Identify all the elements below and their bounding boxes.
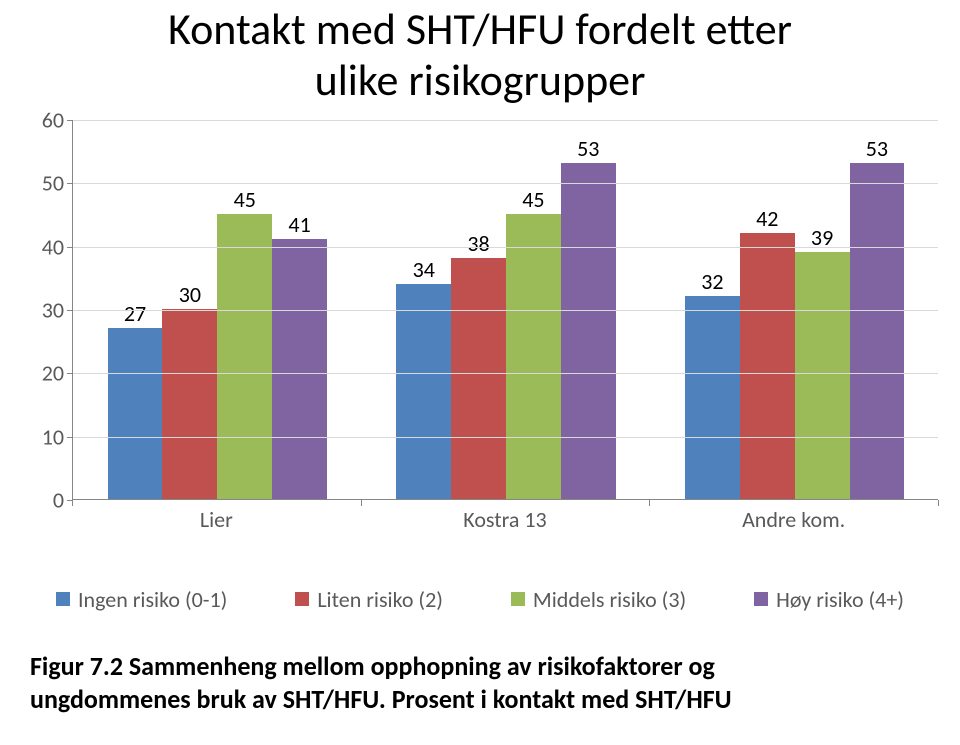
bar-value-label: 53 [561,135,616,162]
bar-value-label: 32 [685,268,740,295]
y-tick-label: 0 [53,487,64,514]
bar-value-label: 45 [506,186,561,213]
legend-label: Høy risiko (4+) [776,586,904,613]
title-line-1: Kontakt med SHT/HFU fordelt etter [168,2,792,56]
x-category-label: Lier [72,506,361,533]
y-tick-label: 50 [42,170,64,197]
bar: 53 [561,163,616,499]
legend-swatch [754,592,768,606]
bar: 38 [451,258,506,499]
page: Kontakt med SHT/HFU fordelt etter ulike … [0,0,960,745]
bar-value-label: 30 [162,281,217,308]
bar: 41 [272,239,327,499]
y-tick-label: 30 [42,297,64,324]
legend-item: Ingen risiko (0-1) [56,586,227,613]
bar-value-label: 53 [850,135,905,162]
bar: 32 [685,296,740,499]
legend-swatch [511,592,525,606]
bar-value-label: 42 [740,205,795,232]
caption-rest: ungdommenes bruk av SHT/HFU. Prosent i k… [30,683,732,715]
legend-swatch [295,592,309,606]
legend-label: Liten risiko (2) [317,586,443,613]
y-tick-label: 40 [42,233,64,260]
caption-bold: Figur 7.2 Sammenheng mellom opphopning a… [30,650,715,682]
bar-value-label: 27 [108,300,163,327]
y-tick-label: 60 [42,107,64,134]
legend-label: Ingen risiko (0-1) [78,586,227,613]
gridline [73,373,938,374]
gridline [73,183,938,184]
bar: 53 [850,163,905,499]
legend-swatch [56,592,70,606]
bar: 45 [217,214,272,499]
gridline [73,120,938,121]
gridline [73,437,938,438]
y-axis: 0102030405060 [22,120,72,500]
bar-value-label: 41 [272,211,327,238]
bar-value-label: 45 [217,186,272,213]
gridline [73,247,938,248]
bar: 45 [506,214,561,499]
legend-label: Middels risiko (3) [533,586,686,613]
y-tick-label: 10 [42,423,64,450]
x-axis: LierKostra 13Andre kom. [72,502,938,540]
chart-title: Kontakt med SHT/HFU fordelt etter ulike … [0,0,960,105]
legend-item: Liten risiko (2) [295,586,443,613]
bar-value-label: 38 [451,230,506,257]
legend: Ingen risiko (0-1) Liten risiko (2) Middel… [22,564,938,634]
bar-value-label: 34 [396,256,451,283]
bar: 42 [740,233,795,499]
x-category-label: Kostra 13 [361,506,650,533]
y-tick-label: 20 [42,360,64,387]
figure-caption: Figur 7.2 Sammenheng mellom opphopning a… [30,650,930,715]
bar: 30 [162,309,217,499]
bar: 34 [396,284,451,499]
legend-item: Høy risiko (4+) [754,586,904,613]
title-line-2: ulike risikogrupper [315,53,646,107]
gridline [73,310,938,311]
x-category-label: Andre kom. [649,506,938,533]
plot-area: 273045413438455332423953 [72,120,938,500]
bar: 27 [108,328,163,499]
legend-item: Middels risiko (3) [511,586,686,613]
x-tick-mark [938,500,939,506]
chart: 0102030405060 273045413438455332423953 L… [22,120,938,550]
bar: 39 [795,252,850,499]
